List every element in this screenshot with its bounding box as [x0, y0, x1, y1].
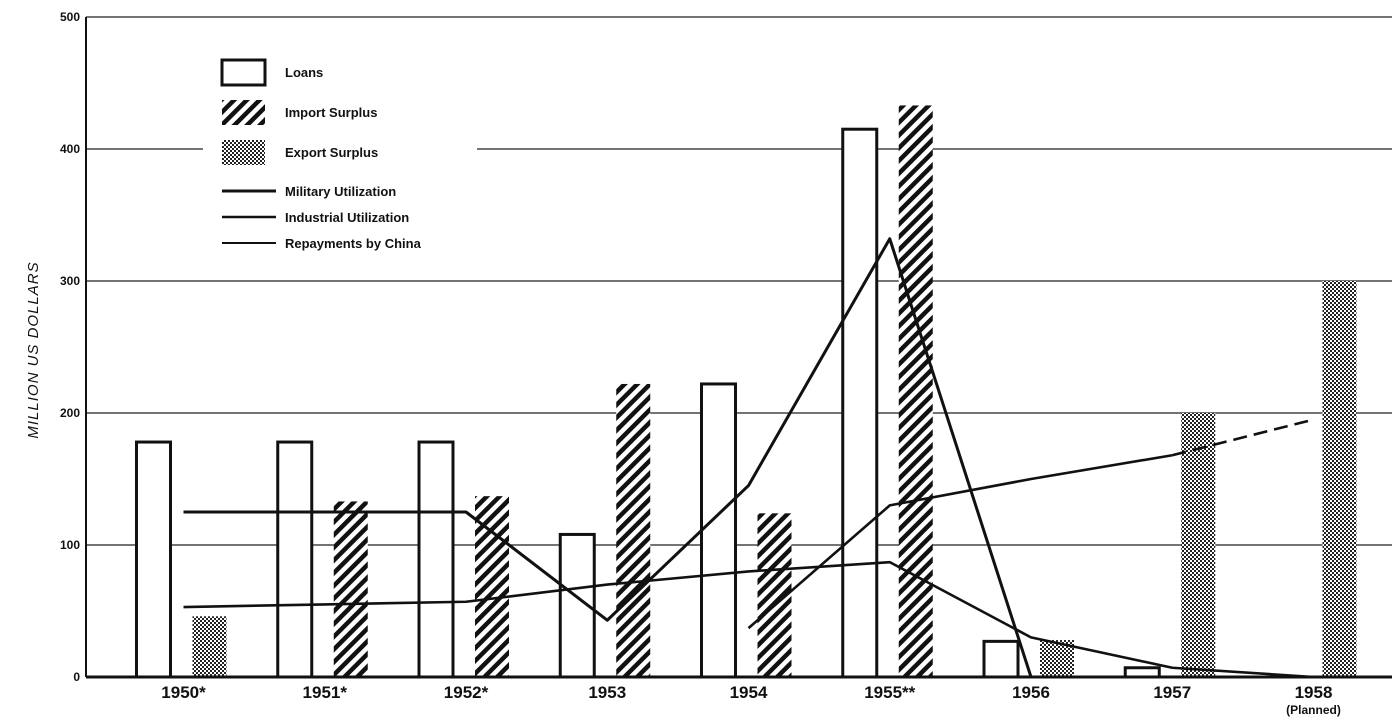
legend-label: Export Surplus [285, 145, 378, 160]
legend-swatch [220, 58, 267, 87]
bar-import-surplus [333, 501, 368, 677]
x-tick-label: 1954 [730, 683, 768, 702]
y-tick-label: 100 [60, 538, 80, 552]
y-tick-label: 0 [73, 670, 80, 684]
legend-label: Industrial Utilization [285, 210, 409, 225]
bar-import-surplus [616, 383, 651, 677]
bar-export-surplus [1181, 413, 1216, 677]
line-repayments-by-china [183, 560, 1314, 679]
bar-loans [135, 440, 172, 679]
x-tick-label: 1958 [1295, 683, 1333, 702]
bars [135, 105, 1357, 679]
x-tick-label: 1956 [1012, 683, 1050, 702]
bar-loans [700, 382, 737, 679]
bar-loans [841, 127, 879, 679]
bar-loans [417, 440, 455, 679]
legend-label: Loans [285, 65, 323, 80]
legend: Loans Import Surplus Export Surplus Militar… [203, 48, 477, 270]
series-lines [183, 237, 1314, 679]
x-tick-label: 1953 [588, 683, 626, 702]
y-tick-label: 400 [60, 142, 80, 156]
y-tick-label: 200 [60, 406, 80, 420]
legend-swatch [222, 100, 265, 125]
x-tick-label: 1951* [303, 683, 348, 702]
legend-label: Repayments by China [285, 236, 422, 251]
bar-loans [276, 440, 314, 679]
bar-loans [982, 639, 1020, 679]
x-tick-sublabel: (Planned) [1286, 703, 1341, 717]
x-tick-label: 1950* [161, 683, 206, 702]
axes: 0 100 200 300 400 500 1950* 1951* 1952* 1953 1954 1… [60, 10, 1392, 717]
x-tick-label: 1952* [444, 683, 489, 702]
bar-export-surplus [192, 616, 227, 677]
line-industrial-utilization [747, 453, 1173, 630]
bar-import-surplus [898, 105, 933, 677]
bar-export-surplus [1322, 281, 1357, 677]
x-tick-label: 1957 [1153, 683, 1191, 702]
legend-label: Military Utilization [285, 184, 396, 199]
legend-label: Import Surplus [285, 105, 377, 120]
x-tick-label: 1955** [864, 683, 915, 702]
y-tick-label: 500 [60, 10, 80, 24]
y-axis-title: MILLION US DOLLARS [25, 261, 42, 438]
legend-swatch [222, 140, 265, 165]
line-military-utilization [183, 237, 1033, 678]
y-tick-label: 300 [60, 274, 80, 288]
bar-import-surplus [475, 496, 509, 677]
line-industrial-utilization-planned [1171, 418, 1314, 457]
